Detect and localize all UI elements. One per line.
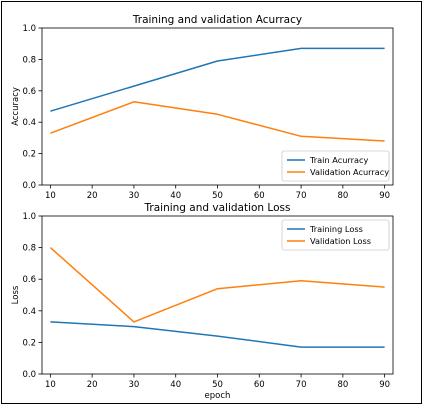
chart2-title: Training and validation Loss: [144, 202, 291, 214]
chart1-x-tick-label: 80: [337, 191, 348, 201]
chart1-y-axis-label: Accuracy: [11, 87, 21, 126]
chart1-y-tick-label: 1.0: [22, 24, 36, 34]
chart2-y-tick-label: 1.0: [22, 212, 36, 222]
chart2-x-tick-label: 20: [87, 380, 98, 390]
chart1-y-tick-label: 0.8: [22, 55, 36, 65]
chart2-x-tick-label: 70: [296, 380, 307, 390]
chart1-y-tick-label: 0.4: [22, 118, 36, 128]
chart2-x-tick-label: 40: [170, 380, 181, 390]
chart2-y-tick-label: 0.6: [22, 275, 36, 285]
chart2-x-axis-label: epoch: [205, 391, 231, 401]
chart2-y-tick-label: 0.2: [22, 338, 36, 348]
chart1-x-tick-label: 70: [296, 191, 307, 201]
chart1-legend-box: [281, 150, 390, 182]
chart2-series-line-1: [50, 321, 385, 348]
chart1-series-line-1: [50, 47, 385, 112]
chart1-legend-entry-1: Train Acurracy: [309, 155, 369, 165]
chart1-title: Training and validation Acurracy: [132, 14, 302, 26]
chart1-x-tick-label: 40: [170, 191, 181, 201]
chart1-x-tick-label: 90: [379, 191, 390, 201]
chart1-series-line-2: [50, 101, 385, 142]
chart1-x-tick-label: 50: [212, 191, 223, 201]
chart1-x-tick-label: 20: [87, 191, 98, 201]
chart1-x-tick-label: 30: [129, 191, 140, 201]
chart2-x-tick-label: 80: [337, 380, 348, 390]
chart1-legend-entry-2: Validation Acurracy: [310, 167, 389, 177]
chart2-y-axis-label: Loss: [11, 285, 21, 304]
chart2-x-tick-label: 10: [45, 380, 56, 390]
chart2-y-tick-label: 0.0: [22, 370, 36, 380]
chart2-legend-entry-1: Training Loss: [309, 224, 363, 234]
chart1-x-tick-label: 60: [254, 191, 265, 201]
chart2-legend-entry-2: Validation Loss: [310, 236, 371, 246]
chart2-x-tick-label: 60: [254, 380, 265, 390]
chart2-y-tick-label: 0.4: [22, 307, 36, 317]
chart1-y-tick-label: 0.0: [22, 181, 36, 191]
chart2-x-tick-label: 30: [129, 380, 140, 390]
chart2-x-tick-label: 50: [212, 380, 223, 390]
chart1-x-tick-label: 10: [45, 191, 56, 201]
chart2-legend-box: [281, 219, 390, 251]
chart2-x-tick-label: 90: [379, 380, 390, 390]
chart2-y-tick-label: 0.8: [22, 244, 36, 254]
chart1-y-tick-label: 0.6: [22, 87, 36, 97]
chart2-series-line-2: [49, 247, 385, 323]
chart1-y-tick-label: 0.2: [22, 150, 36, 160]
